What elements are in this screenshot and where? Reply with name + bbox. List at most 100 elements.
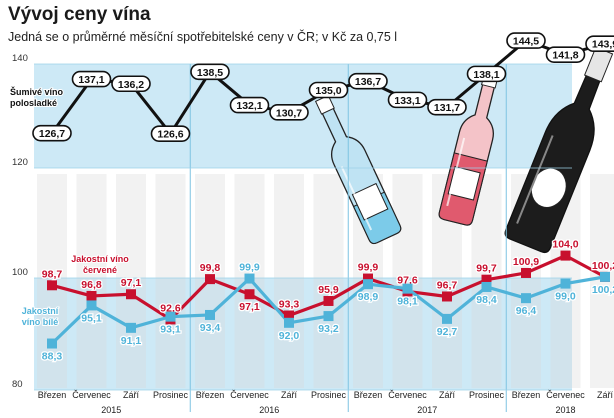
data-label: 143,9 — [592, 39, 614, 51]
data-point — [126, 289, 136, 300]
data-label: 126,7 — [39, 128, 65, 140]
x-tick-label: Červenec — [72, 390, 111, 400]
y-tick-label: 140 — [12, 53, 28, 64]
data-point-pill — [348, 72, 388, 90]
data-point-pill — [308, 81, 349, 99]
year-label: 2018 — [555, 405, 575, 415]
month-column — [313, 174, 344, 388]
data-label: 130,7 — [276, 107, 302, 119]
data-label: 96,7 — [437, 279, 458, 291]
data-point-pill — [150, 125, 191, 142]
data-label: 126,6 — [157, 129, 183, 141]
data-point-pill — [585, 35, 614, 53]
x-tick-label: Září — [281, 390, 298, 400]
data-point-pill — [111, 75, 151, 93]
y-tick-label: 100 — [12, 267, 28, 278]
data-label: 92,7 — [437, 326, 458, 338]
data-label: 96,8 — [81, 279, 102, 291]
y-tick-label: 120 — [12, 157, 28, 168]
y-tick-label: 80 — [12, 379, 23, 390]
data-point — [442, 313, 452, 324]
data-label: 91,1 — [121, 335, 142, 347]
data-label: 138,1 — [473, 69, 499, 81]
series-name-label: Šumivé víno — [10, 86, 64, 97]
x-tick-label: Červenec — [546, 390, 585, 400]
data-point-pill — [71, 70, 112, 88]
data-point — [244, 289, 255, 300]
x-tick-label: Březen — [38, 390, 67, 400]
series-name-label: Jakostní víno — [71, 254, 129, 264]
data-label: 136,2 — [118, 79, 144, 91]
data-label: 99,9 — [239, 262, 260, 274]
band-lower — [34, 278, 572, 390]
data-label: 98,1 — [397, 296, 418, 308]
series-name-label: polosladké — [10, 98, 57, 108]
data-label: 131,7 — [434, 102, 460, 114]
data-label: 98,7 — [42, 268, 63, 280]
data-point — [165, 311, 176, 322]
data-point — [284, 310, 294, 321]
data-label: 93,2 — [318, 323, 339, 335]
data-point — [244, 273, 255, 284]
month-column — [392, 174, 423, 388]
x-tick-label: Březen — [512, 390, 541, 400]
sparkling-wine-bottle — [504, 46, 614, 254]
data-label: 93,4 — [200, 322, 221, 334]
data-point — [205, 274, 215, 285]
data-point-pill — [269, 104, 309, 121]
x-tick-label: Červenec — [230, 390, 269, 400]
data-point — [363, 279, 373, 290]
data-point — [86, 300, 97, 311]
data-label: 137,1 — [78, 74, 104, 86]
x-tick-label: Září — [439, 390, 456, 400]
data-label: 138,5 — [197, 67, 223, 79]
data-label: 92,0 — [279, 330, 300, 342]
data-point — [521, 293, 531, 304]
data-label: 93,1 — [160, 324, 181, 336]
data-label: 98,9 — [358, 291, 379, 303]
x-tick-label: Červenec — [388, 390, 427, 400]
data-point — [363, 273, 373, 284]
data-point — [402, 283, 413, 294]
data-label: 100,2 — [592, 284, 614, 296]
data-label: 133,1 — [394, 95, 420, 107]
data-label: 100,2 — [592, 260, 614, 272]
data-label: 99,9 — [358, 262, 379, 274]
data-label: 93,3 — [279, 299, 300, 311]
data-point-pill — [427, 98, 467, 116]
data-label: 97,1 — [239, 301, 260, 313]
data-label: 99,0 — [555, 291, 576, 303]
x-tick-label: Březen — [354, 390, 383, 400]
white-wine-bottle — [314, 94, 402, 245]
data-point — [481, 281, 492, 292]
data-point — [47, 280, 57, 291]
data-label: 95,9 — [318, 284, 339, 296]
x-tick-label: Prosinec — [153, 390, 189, 400]
data-label: 88,3 — [42, 351, 63, 363]
data-label: 92,6 — [160, 302, 181, 314]
data-label: 99,8 — [200, 262, 221, 274]
year-label: 2017 — [417, 405, 437, 415]
data-label: 135,0 — [315, 85, 341, 97]
data-point-pill — [387, 91, 428, 109]
data-label: 96,4 — [516, 305, 537, 317]
data-label: 104,0 — [552, 239, 578, 251]
data-label: 99,7 — [476, 263, 497, 275]
x-tick-label: Prosinec — [311, 390, 347, 400]
data-label: 132,1 — [236, 100, 262, 112]
x-tick-label: Září — [597, 390, 614, 400]
data-label: 136,7 — [355, 76, 381, 88]
data-point-pill — [32, 124, 72, 142]
data-label: 98,4 — [476, 294, 497, 306]
month-column — [116, 174, 146, 388]
data-labels: 126,7 137,1 136,2 126,6 138,5 132,1 130,7 135,0… — [9, 32, 614, 364]
data-point-pill — [506, 32, 546, 49]
series-name-label: víno bílé — [22, 317, 59, 327]
data-point-pill — [229, 96, 270, 114]
series-name-label: červené — [83, 265, 117, 275]
x-tick-label: Březen — [196, 390, 225, 400]
data-point-pill — [466, 65, 507, 83]
data-label: 97,1 — [121, 277, 142, 289]
data-label: 144,5 — [513, 36, 539, 48]
